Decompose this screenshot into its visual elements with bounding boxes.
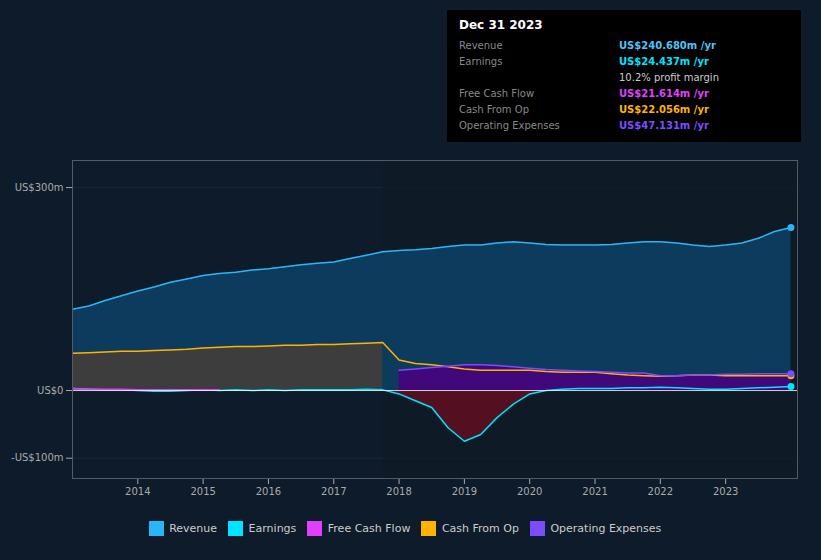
svg-text:US$0: US$0 — [37, 385, 63, 396]
svg-text:2019: 2019 — [452, 486, 477, 497]
svg-text:US$300m: US$300m — [15, 182, 64, 193]
html-text:Revenue: Revenue — [169, 522, 218, 535]
svg-text:2016: 2016 — [256, 486, 281, 497]
html-text:Operating Expenses: Operating Expenses — [550, 522, 662, 535]
svg-text:-US$100m: -US$100m — [11, 452, 63, 463]
html-text:Earnings: Earnings — [459, 56, 503, 67]
html-text:Operating Expenses: Operating Expenses — [459, 120, 560, 131]
html-text:US$47.131m /yr: US$47.131m /yr — [619, 120, 709, 131]
html-text:US$21.614m /yr: US$21.614m /yr — [619, 88, 709, 99]
svg-text:2021: 2021 — [582, 486, 607, 497]
html-text:Cash From Op: Cash From Op — [459, 104, 529, 115]
html-text:US$240.680m /yr: US$240.680m /yr — [619, 40, 716, 51]
html-text:10.2% profit margin: 10.2% profit margin — [619, 72, 719, 83]
svg-text:2023: 2023 — [713, 486, 738, 497]
svg-text:2018: 2018 — [386, 486, 411, 497]
html-text:Free Cash Flow: Free Cash Flow — [459, 88, 535, 99]
html-text:Free Cash Flow: Free Cash Flow — [327, 522, 411, 535]
svg-text:2017: 2017 — [321, 486, 346, 497]
svg-text:2020: 2020 — [517, 486, 542, 497]
html-text:Cash From Op: Cash From Op — [441, 522, 519, 535]
html-text:US$24.437m /yr: US$24.437m /yr — [619, 56, 709, 67]
svg-text:2014: 2014 — [125, 486, 150, 497]
html-text:Earnings: Earnings — [248, 522, 297, 535]
html-text:Dec 31 2023: Dec 31 2023 — [459, 18, 543, 32]
html-text:Revenue: Revenue — [459, 40, 503, 51]
svg-text:2022: 2022 — [648, 486, 673, 497]
html-text:US$22.056m /yr: US$22.056m /yr — [619, 104, 709, 115]
svg-text:2015: 2015 — [190, 486, 215, 497]
